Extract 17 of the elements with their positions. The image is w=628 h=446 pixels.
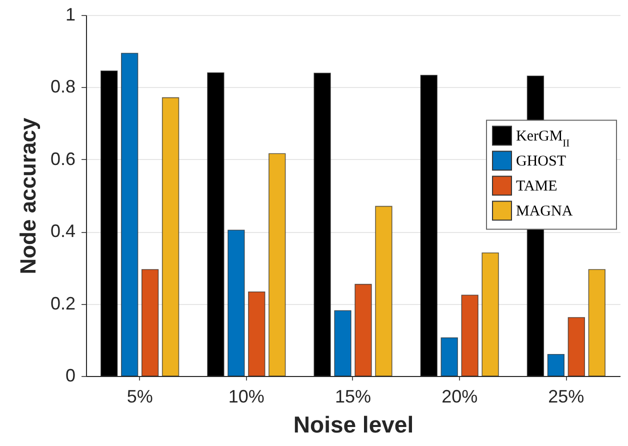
y-tick-label: 1 xyxy=(65,4,76,24)
legend-label: GHOST xyxy=(516,154,566,170)
legend-label: MAGNA xyxy=(516,204,573,220)
y-tick-label: 0.6 xyxy=(50,148,76,169)
x-tick-label: 15% xyxy=(334,386,372,406)
y-tick-label: 0.2 xyxy=(50,293,76,314)
legend-label: KerGM$_{II}$ xyxy=(516,128,570,150)
y-tick-label: 0.4 xyxy=(50,221,76,242)
x-tick-label: 20% xyxy=(442,386,478,406)
y-axis-title: Node accuracy xyxy=(15,116,40,274)
legend-label: TAME xyxy=(516,178,558,195)
x-tick-label: 25% xyxy=(548,386,584,406)
y-tick-label: 0.8 xyxy=(50,76,76,97)
x-axis-title: Noise level xyxy=(293,412,414,438)
x-tick-label: 10% xyxy=(228,386,264,406)
y-tick-label: 0 xyxy=(65,366,76,386)
x-tick-label: 5% xyxy=(126,386,153,406)
